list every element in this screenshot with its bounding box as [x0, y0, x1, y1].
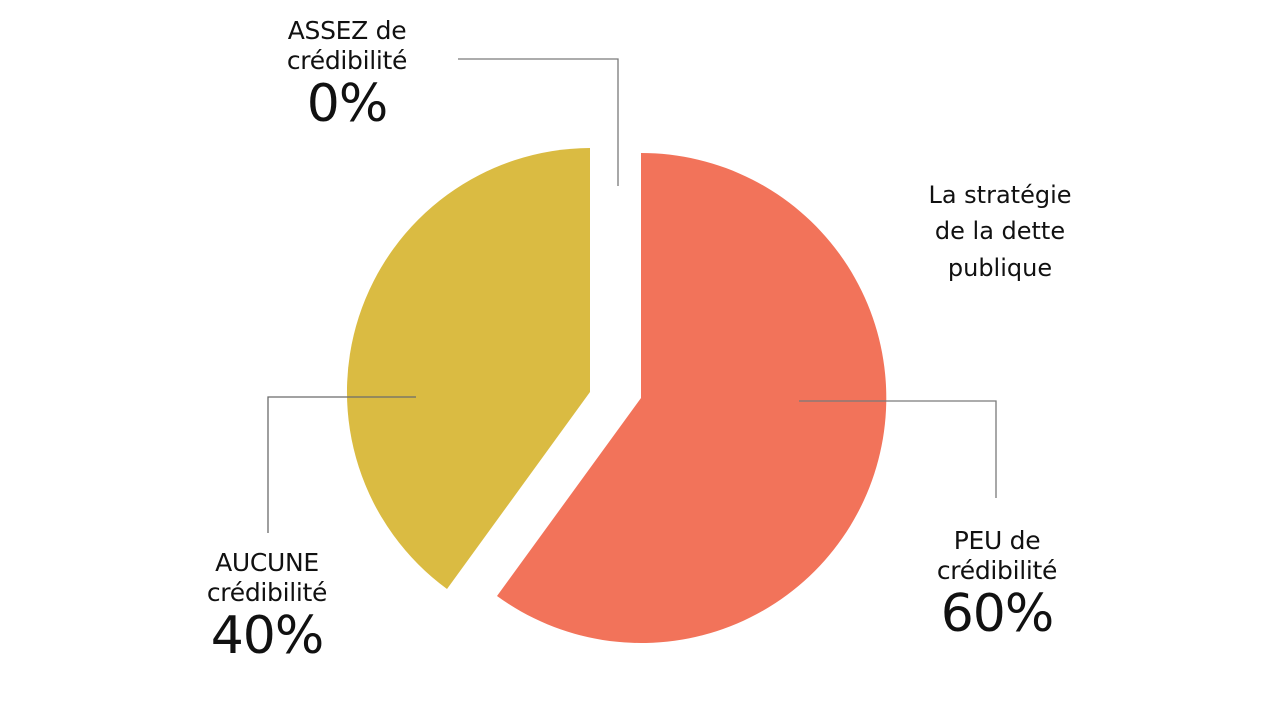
chart-title-line3: publique	[947, 253, 1053, 282]
label-peu: PEU de crédibilité 60%	[912, 526, 1082, 642]
label-peu-line2: crédibilité	[936, 555, 1058, 585]
leader-line-peu	[799, 400, 997, 498]
label-assez: ASSEZ de crédibilité 0%	[262, 16, 432, 132]
pie-slice-aucune	[346, 148, 590, 589]
pie-slice-peu	[497, 152, 887, 643]
chart-title-line1: La stratégie	[928, 181, 1072, 209]
label-assez-line2: crédibilité	[286, 45, 408, 75]
label-aucune: AUCUNE crédibilité 40%	[182, 548, 352, 664]
chart-title: La stratégie de la dette publique	[905, 176, 1095, 287]
chart-title-line2: de la dette	[934, 217, 1066, 246]
leader-line-aucune	[267, 396, 416, 533]
label-aucune-percent: 40%	[210, 606, 325, 666]
label-peu-percent: 60%	[940, 584, 1055, 644]
label-aucune-line1: AUCUNE	[215, 548, 319, 577]
label-assez-line1: ASSEZ de	[287, 16, 407, 45]
label-assez-percent: 0%	[306, 74, 389, 134]
label-aucune-line2: crédibilité	[206, 577, 328, 607]
leader-line-assez	[458, 58, 619, 186]
label-peu-line1: PEU de	[953, 526, 1041, 555]
